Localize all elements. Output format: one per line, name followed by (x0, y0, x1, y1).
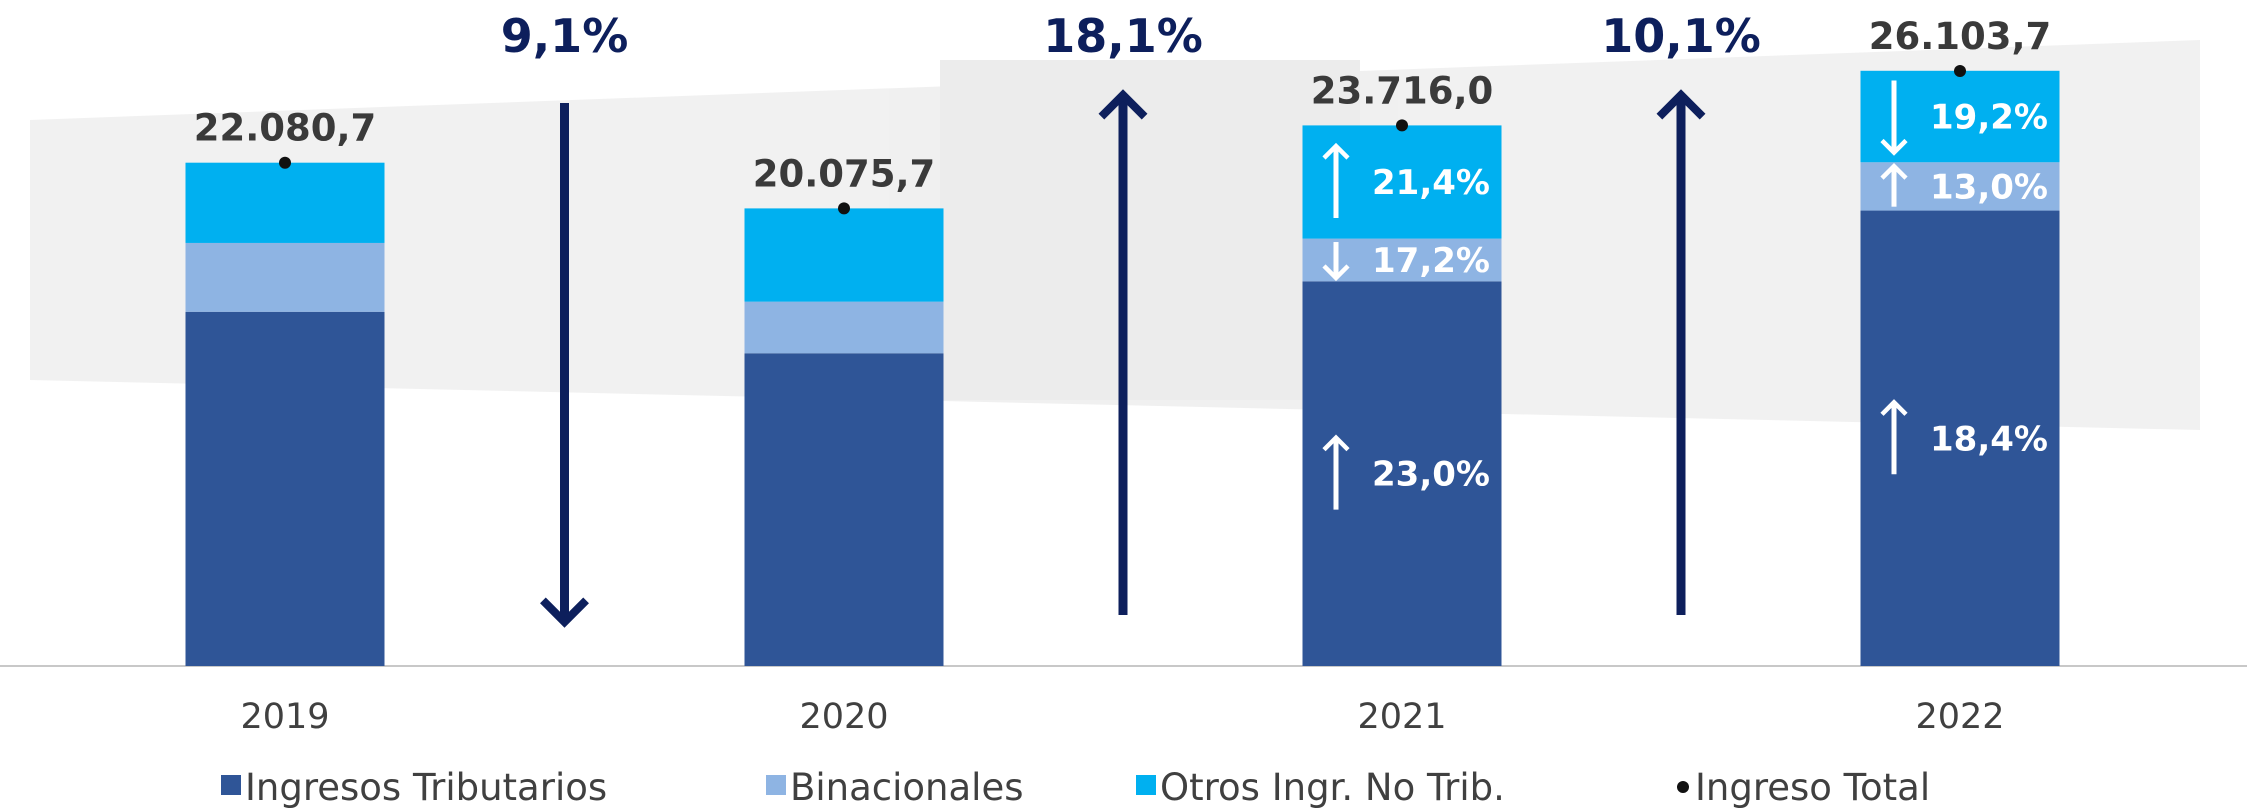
growth-label: 18,1% (1043, 9, 1203, 63)
bar-segment (745, 302, 944, 354)
legend-label: Ingresos Tributarios (245, 766, 607, 809)
change-label: 23,0% (1372, 455, 1490, 495)
legend-label: Otros Ingr. No Trib. (1160, 766, 1505, 809)
x-tick-label: 2021 (1357, 697, 1446, 737)
change-label: 17,2% (1372, 241, 1490, 281)
legend-marker (1677, 781, 1689, 793)
change-label: 13,0% (1930, 167, 2048, 207)
total-dot (279, 157, 291, 169)
x-tick-label: 2020 (799, 697, 888, 737)
change-label: 19,2% (1930, 98, 2048, 138)
x-tick-label: 2019 (240, 697, 329, 737)
total-label: 26.103,7 (1869, 15, 2052, 58)
legend-label: Binacionales (790, 766, 1024, 809)
legend-marker (766, 775, 786, 795)
change-label: 18,4% (1930, 419, 2048, 459)
total-label: 20.075,7 (753, 152, 936, 195)
total-label: 22.080,7 (194, 107, 377, 150)
legend-marker (1136, 775, 1156, 795)
total-dot (838, 202, 850, 214)
growth-label: 9,1% (501, 9, 629, 63)
total-label: 23.716,0 (1311, 69, 1494, 112)
bar-segment (186, 312, 385, 666)
chart: 22.080,7 2019 20.075,7 2020 23,0% 17,2% 21,4% 2… (0, 0, 2247, 809)
legend-marker (221, 775, 241, 795)
change-label: 21,4% (1372, 163, 1490, 203)
bar-segment (186, 163, 385, 243)
x-tick-label: 2022 (1915, 697, 2004, 737)
growth-label: 10,1% (1601, 9, 1761, 63)
legend-label: Ingreso Total (1695, 766, 1930, 809)
total-dot (1954, 65, 1966, 77)
total-dot (1396, 119, 1408, 131)
bar-segment (745, 208, 944, 301)
bar-segment (745, 353, 944, 666)
bar-segment (186, 243, 385, 312)
